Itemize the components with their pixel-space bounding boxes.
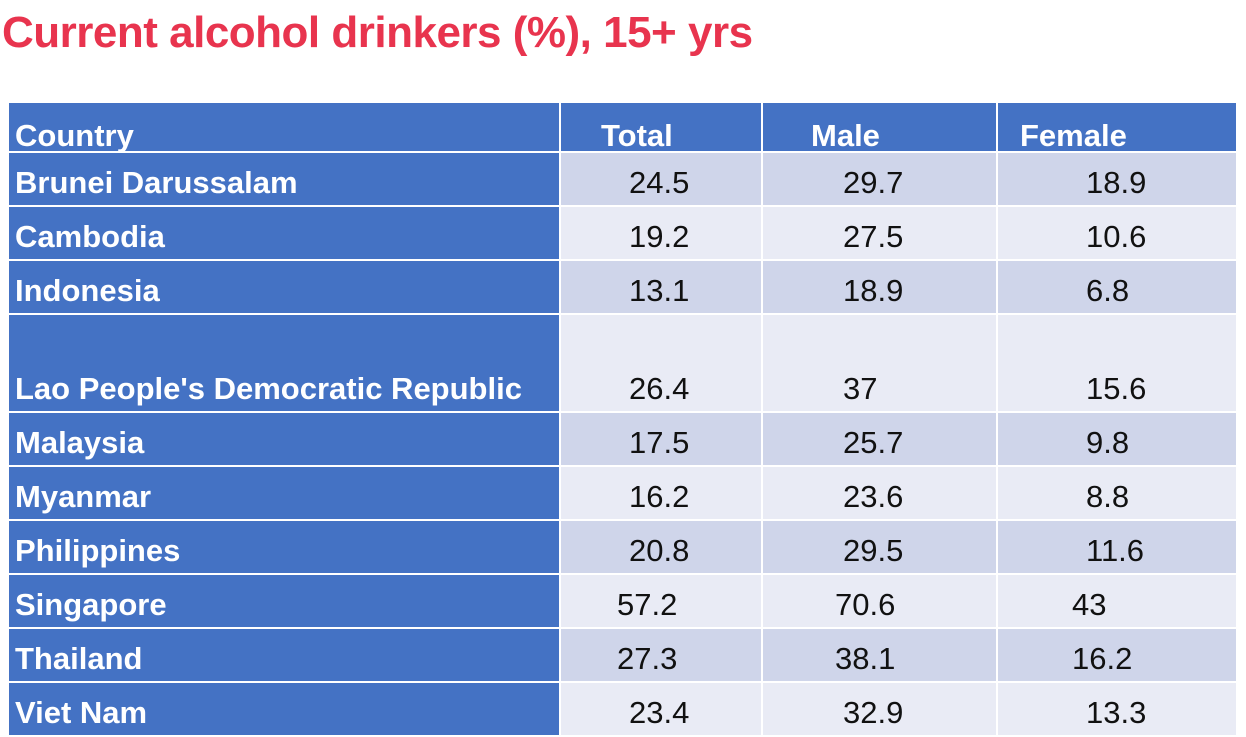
total-cell: 13.1 xyxy=(559,259,763,315)
country-cell: Myanmar xyxy=(7,465,561,521)
country-cell: Thailand xyxy=(7,627,561,683)
alcohol-drinkers-table: Country Total Male Female Brunei Darussa… xyxy=(7,101,1238,737)
total-cell: 26.4 xyxy=(559,313,763,413)
male-cell: 37 xyxy=(761,313,998,413)
country-cell: Indonesia xyxy=(7,259,561,315)
country-cell: Philippines xyxy=(7,519,561,575)
total-cell: 57.2 xyxy=(559,573,763,629)
table-row: Malaysia 17.5 25.7 9.8 xyxy=(7,411,1238,467)
female-cell: 6.8 xyxy=(996,259,1238,315)
female-cell: 13.3 xyxy=(996,681,1238,737)
country-cell: Malaysia xyxy=(7,411,561,467)
female-cell: 8.8 xyxy=(996,465,1238,521)
male-cell: 18.9 xyxy=(761,259,998,315)
male-cell: 27.5 xyxy=(761,205,998,261)
table-row: Myanmar 16.2 23.6 8.8 xyxy=(7,465,1238,521)
male-cell: 38.1 xyxy=(761,627,998,683)
table-row: Viet Nam 23.4 32.9 13.3 xyxy=(7,681,1238,737)
male-cell: 70.6 xyxy=(761,573,998,629)
column-header-country: Country xyxy=(7,101,561,153)
country-cell: Viet Nam xyxy=(7,681,561,737)
country-cell: Cambodia xyxy=(7,205,561,261)
table-row: Lao People's Democratic Republic 26.4 37… xyxy=(7,313,1238,413)
column-header-total: Total xyxy=(559,101,763,153)
male-cell: 29.5 xyxy=(761,519,998,575)
country-cell: Lao People's Democratic Republic xyxy=(7,313,561,413)
table-row: Indonesia 13.1 18.9 6.8 xyxy=(7,259,1238,315)
column-header-male: Male xyxy=(761,101,998,153)
table-row: Philippines 20.8 29.5 11.6 xyxy=(7,519,1238,575)
female-cell: 9.8 xyxy=(996,411,1238,467)
column-header-female: Female xyxy=(996,101,1238,153)
table-row: Brunei Darussalam 24.5 29.7 18.9 xyxy=(7,151,1238,207)
male-cell: 29.7 xyxy=(761,151,998,207)
total-cell: 23.4 xyxy=(559,681,763,737)
male-cell: 32.9 xyxy=(761,681,998,737)
female-cell: 18.9 xyxy=(996,151,1238,207)
total-cell: 24.5 xyxy=(559,151,763,207)
female-cell: 43 xyxy=(996,573,1238,629)
table-header-row: Country Total Male Female xyxy=(7,101,1238,153)
table-row: Cambodia 19.2 27.5 10.6 xyxy=(7,205,1238,261)
page-title: Current alcohol drinkers (%), 15+ yrs xyxy=(2,8,753,57)
total-cell: 20.8 xyxy=(559,519,763,575)
total-cell: 27.3 xyxy=(559,627,763,683)
female-cell: 16.2 xyxy=(996,627,1238,683)
female-cell: 15.6 xyxy=(996,313,1238,413)
male-cell: 25.7 xyxy=(761,411,998,467)
female-cell: 11.6 xyxy=(996,519,1238,575)
total-cell: 16.2 xyxy=(559,465,763,521)
country-cell: Singapore xyxy=(7,573,561,629)
male-cell: 23.6 xyxy=(761,465,998,521)
table-row: Singapore 57.2 70.6 43 xyxy=(7,573,1238,629)
country-cell: Brunei Darussalam xyxy=(7,151,561,207)
table-row: Thailand 27.3 38.1 16.2 xyxy=(7,627,1238,683)
total-cell: 19.2 xyxy=(559,205,763,261)
female-cell: 10.6 xyxy=(996,205,1238,261)
total-cell: 17.5 xyxy=(559,411,763,467)
